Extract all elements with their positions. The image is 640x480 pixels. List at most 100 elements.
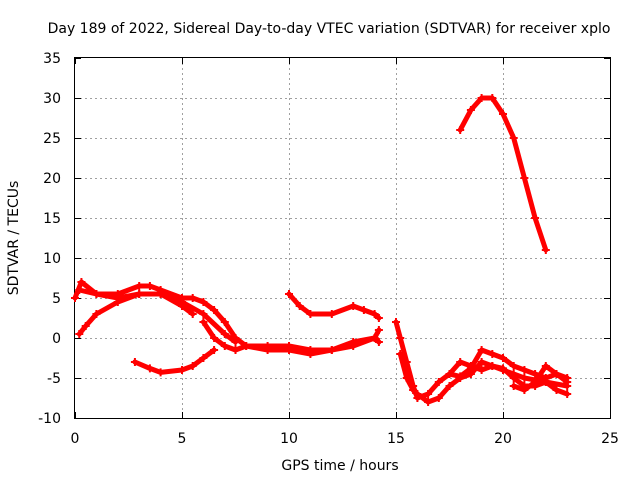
y-axis-label: SDTVAR / TECUs [6, 181, 22, 296]
data-point-marker [374, 314, 383, 322]
data-point-marker [520, 386, 529, 394]
data-point-marker [220, 318, 229, 326]
data-point-marker [466, 106, 475, 114]
y-tick-label: -5 [47, 371, 61, 387]
chart-title: Day 189 of 2022, Sidereal Day-to-day VTE… [48, 21, 611, 37]
data-point-marker [188, 310, 197, 318]
data-point-marker [488, 362, 497, 370]
x-tick-label: 15 [387, 431, 405, 447]
data-point-marker [327, 346, 336, 354]
data-point-marker [178, 366, 186, 374]
data-point-marker [370, 334, 379, 342]
data-point-marker [531, 214, 540, 222]
data-point-marker [434, 378, 443, 386]
data-point-marker [199, 318, 208, 326]
data-point-marker [402, 358, 411, 366]
data-point-marker [135, 290, 144, 298]
x-tick-label: 20 [494, 431, 512, 447]
y-tick-label: 35 [43, 51, 61, 67]
plot-frame [74, 57, 611, 419]
y-tick-label: 30 [43, 91, 61, 107]
data-point-marker [541, 378, 550, 386]
data-point-marker [75, 330, 84, 338]
data-point-marker [145, 282, 154, 290]
data-point-marker [210, 334, 219, 342]
data-point-marker [231, 334, 240, 342]
data-point-marker [477, 366, 486, 374]
grid-lines [75, 58, 610, 418]
data-point-marker [113, 298, 122, 306]
data-point-marker [434, 394, 443, 402]
data-point-marker [92, 290, 101, 298]
data-point-marker [220, 342, 229, 350]
data-point-marker [231, 346, 240, 354]
data-point-marker [199, 310, 208, 318]
x-tick-label: 5 [178, 431, 187, 447]
data-point-marker [563, 390, 572, 398]
data-point-marker [424, 390, 433, 398]
data-point-marker [77, 278, 86, 286]
data-point-marker [188, 294, 197, 302]
data-point-marker [409, 382, 418, 390]
data-point-marker [509, 374, 518, 382]
y-tick-label: 20 [43, 171, 61, 187]
data-point-marker [327, 310, 336, 318]
data-point-marker [509, 382, 518, 390]
data-point-marker [306, 310, 315, 318]
data-point-marker [499, 110, 507, 118]
data-point-marker [509, 134, 518, 142]
y-tick-label: 5 [52, 291, 61, 307]
data-point-marker [552, 370, 561, 378]
series-arc3 [76, 291, 196, 337]
data-point-marker [499, 364, 507, 373]
data-point-marker [263, 342, 272, 350]
data-point-marker [188, 362, 197, 370]
data-point-marker [306, 346, 315, 354]
data-point-marker [71, 294, 79, 302]
data-point-marker [359, 306, 368, 314]
data-point-marker [477, 358, 486, 366]
data-point-marker [445, 382, 454, 390]
axis-ticks: 0 5 10 15 20 25 -10 -5 0 5 10 15 20 25 30 35 [38, 51, 619, 447]
data-point-marker [520, 174, 529, 182]
data-point-marker [156, 290, 165, 298]
data-point-marker [199, 298, 208, 306]
data-point-marker [75, 286, 84, 294]
data-point-marker [370, 310, 379, 318]
data-point-marker [178, 302, 186, 310]
data-point-marker [563, 378, 572, 386]
data-point-marker [374, 338, 383, 346]
x-tick-label: 10 [280, 431, 298, 447]
data-point-marker [349, 302, 358, 310]
data-point-marker [488, 350, 497, 358]
data-point-marker [552, 386, 561, 394]
data-point-marker [520, 374, 529, 382]
y-tick-label: 10 [43, 251, 61, 267]
data-point-marker [477, 346, 486, 354]
data-point-marker [456, 372, 465, 381]
data-point-marker [178, 294, 186, 302]
y-tick-label: 0 [52, 331, 61, 347]
data-point-marker [113, 290, 122, 298]
data-point-marker [466, 362, 475, 370]
data-point-marker [509, 362, 518, 370]
data-point-marker [285, 342, 293, 350]
data-point-marker [374, 326, 383, 334]
data-point-marker [130, 358, 139, 366]
data-point-marker [396, 334, 405, 342]
data-point-marker [392, 318, 400, 326]
data-point-marker [349, 338, 358, 346]
data-point-marker [424, 398, 433, 406]
data-point-marker [477, 94, 486, 102]
data-point-marker [541, 362, 550, 370]
data-point-marker [456, 126, 465, 134]
data-point-marker [242, 342, 251, 350]
data-point-marker [220, 330, 229, 338]
y-tick-label: -10 [38, 411, 61, 427]
data-point-marker [456, 358, 465, 366]
data-point-marker [445, 370, 454, 378]
y-tick-label: 25 [43, 131, 61, 147]
data-point-marker [145, 364, 154, 373]
data-point-marker [541, 246, 550, 254]
